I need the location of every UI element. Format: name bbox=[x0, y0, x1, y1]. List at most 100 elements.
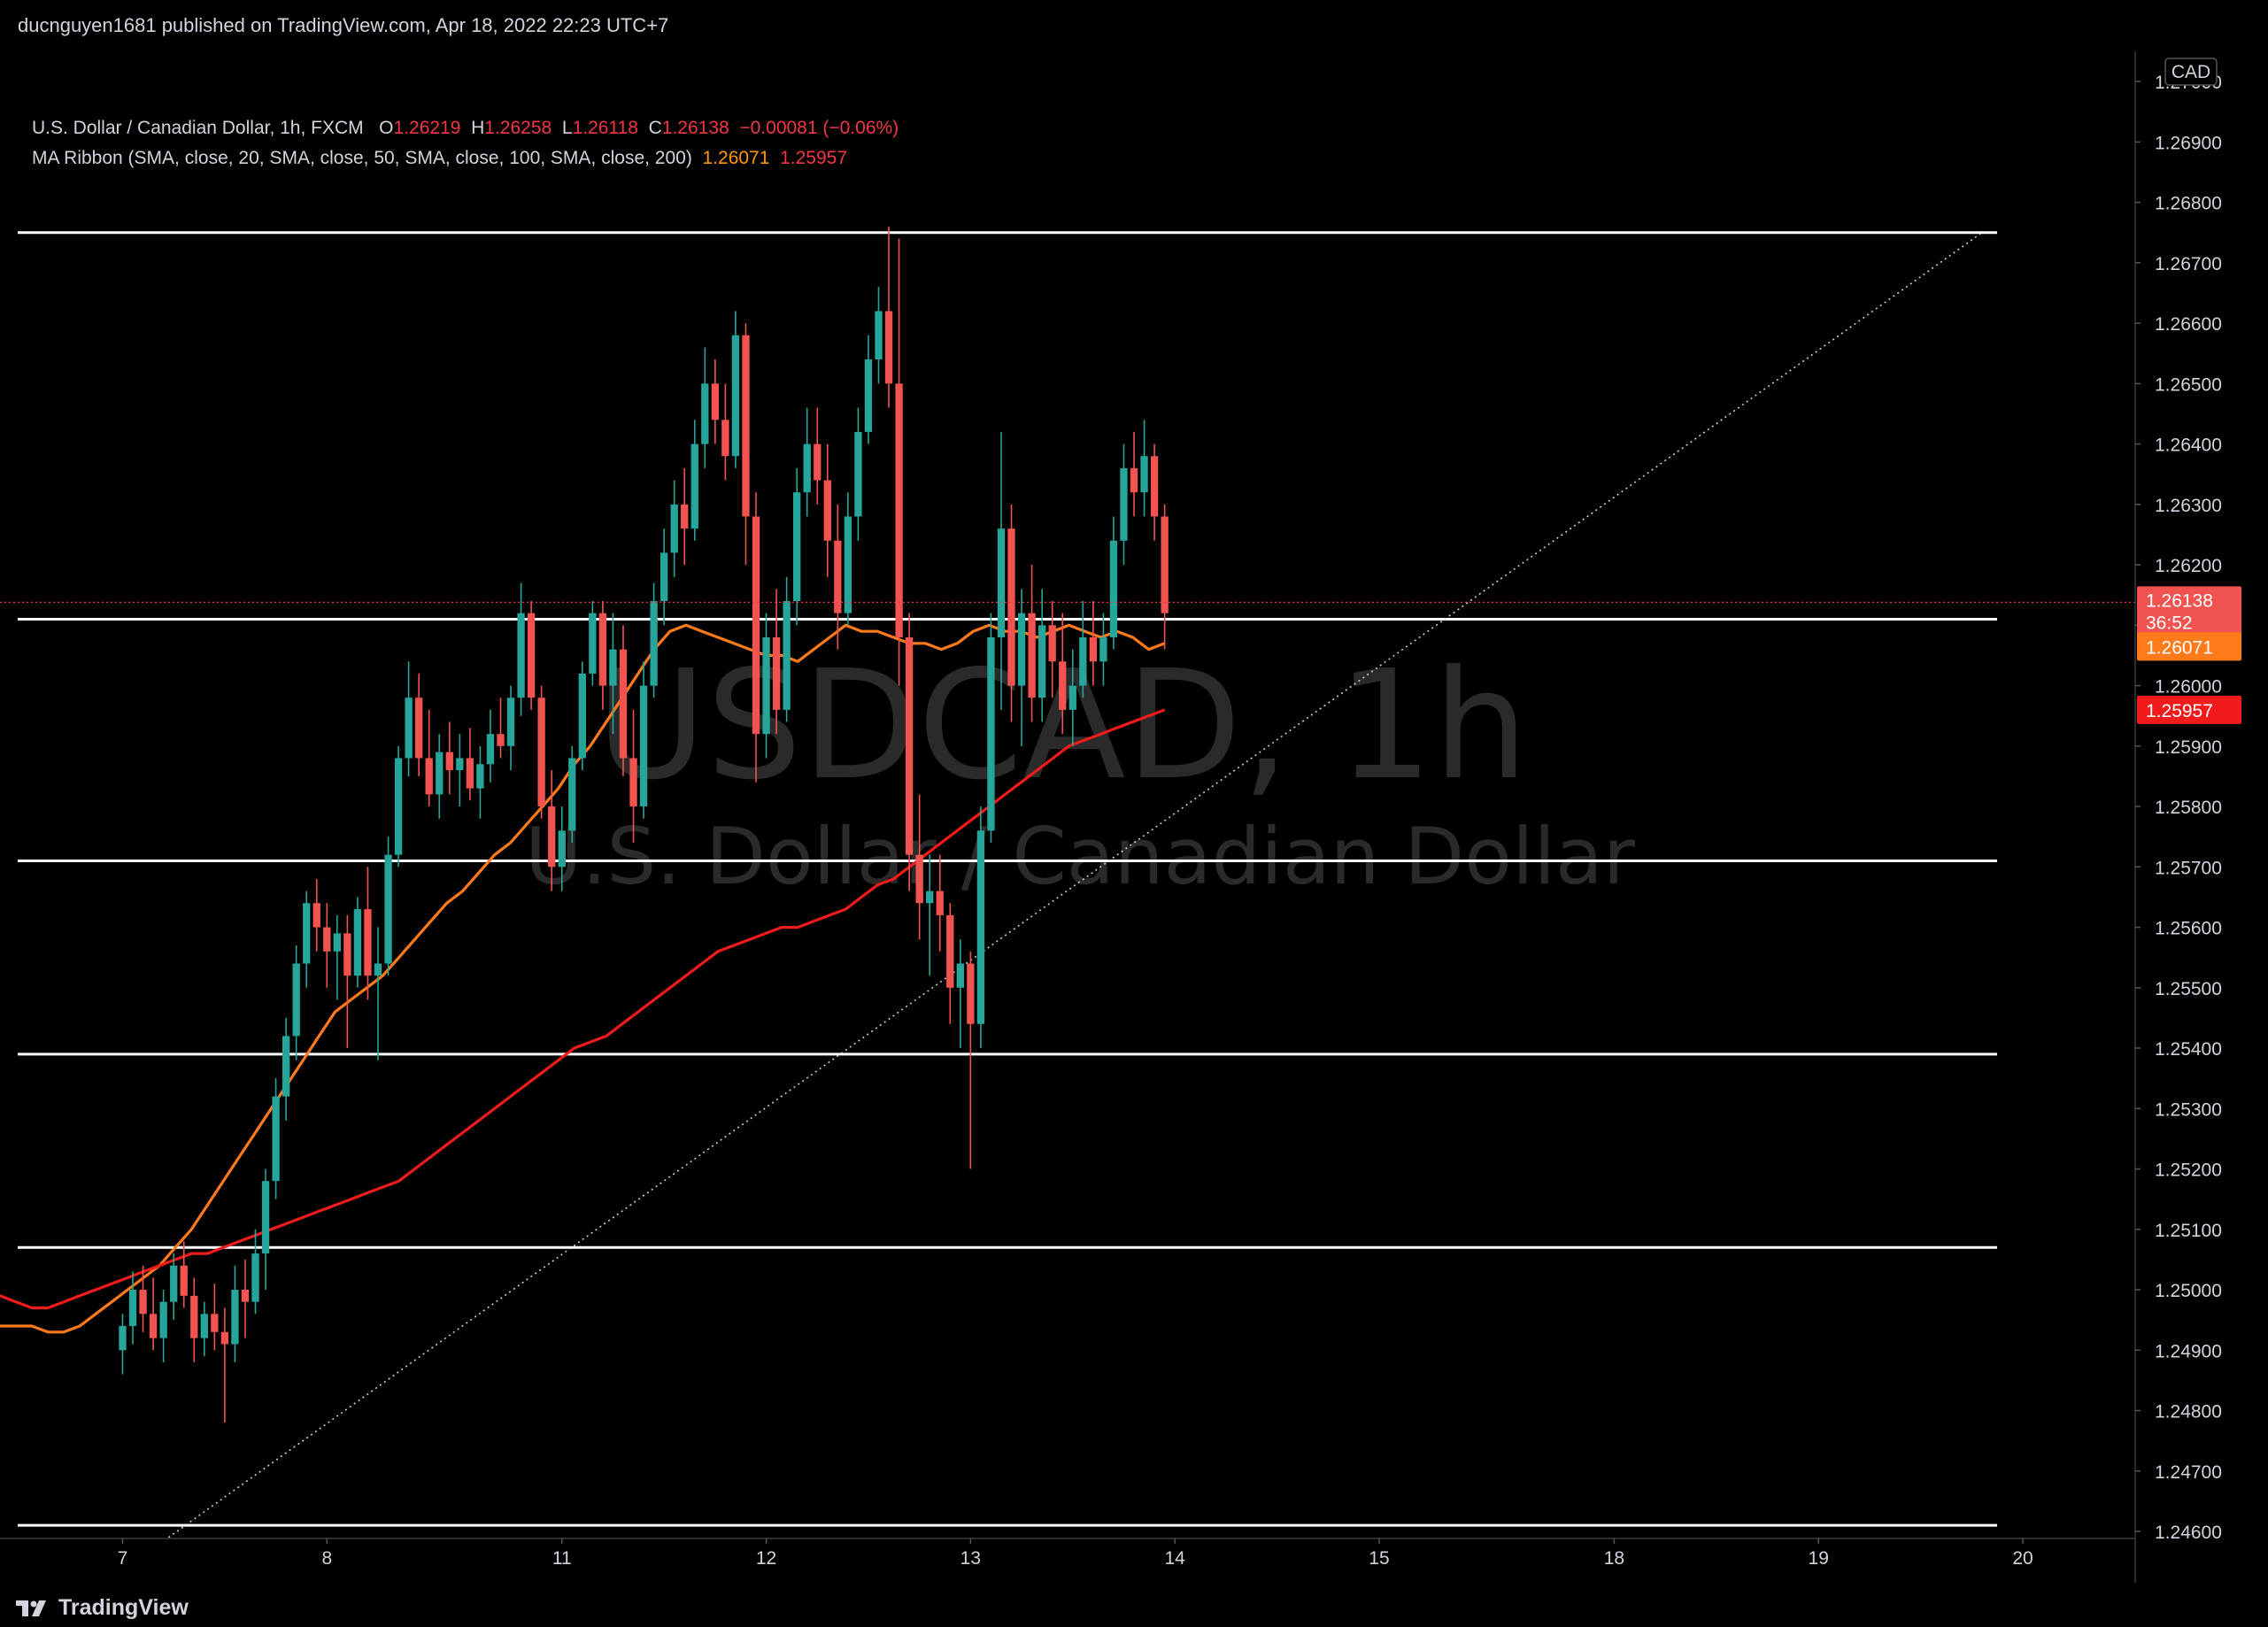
candle bbox=[967, 951, 975, 1169]
legend-close-value: 1.26138 bbox=[661, 118, 729, 138]
horizontal-levels[interactable] bbox=[18, 231, 1997, 1527]
candle-body bbox=[1150, 456, 1159, 517]
time-tick-label: 8 bbox=[321, 1548, 332, 1569]
candle-body bbox=[670, 504, 678, 553]
candle-body bbox=[119, 1325, 127, 1351]
candle bbox=[445, 721, 453, 795]
candle-body bbox=[721, 420, 729, 457]
candle bbox=[312, 878, 320, 952]
price-tick-label: 1.25600 bbox=[2155, 919, 2222, 939]
legend-symbol-row[interactable]: U.S. Dollar / Canadian Dollar, 1h, FXCM … bbox=[32, 113, 899, 143]
candle bbox=[405, 661, 413, 776]
ma-fast-value: 1.26071 bbox=[2146, 637, 2213, 658]
price-tick-label: 1.25000 bbox=[2155, 1281, 2222, 1301]
time-tick-label: 14 bbox=[1164, 1548, 1185, 1569]
candle bbox=[506, 685, 515, 771]
candle-body bbox=[261, 1181, 270, 1254]
candle-body bbox=[200, 1314, 208, 1338]
candle bbox=[436, 734, 444, 819]
price-tick-label: 1.25500 bbox=[2155, 979, 2222, 999]
candle bbox=[1161, 504, 1169, 650]
candle-body bbox=[333, 933, 341, 952]
price-tick-label: 1.24600 bbox=[2155, 1523, 2222, 1543]
price-tick-label: 1.26000 bbox=[2155, 677, 2222, 698]
candle bbox=[976, 806, 985, 1049]
axes[interactable]: 1.24600 1.24700 1.24800 1.24900 1.25000 1.251… bbox=[0, 51, 2222, 1583]
candle-body bbox=[180, 1265, 188, 1296]
candle-body bbox=[915, 854, 923, 904]
candle-body bbox=[752, 516, 760, 735]
candle-body bbox=[1038, 625, 1046, 698]
candle-body bbox=[762, 636, 770, 735]
candle-body bbox=[548, 806, 556, 867]
chart-background bbox=[0, 51, 2268, 1583]
candle-body bbox=[292, 963, 300, 1037]
candle-body bbox=[905, 636, 914, 855]
legend-indicator-row[interactable]: MA Ribbon (SMA, close, 20, SMA, close, 5… bbox=[32, 143, 899, 173]
publish-info: ducnguyen1681 published on TradingView.c… bbox=[18, 14, 669, 36]
candle-body bbox=[895, 383, 903, 637]
candle-body bbox=[466, 758, 474, 789]
candle-body bbox=[436, 752, 444, 795]
legend-low-value: 1.26118 bbox=[572, 118, 638, 138]
legend-open-value: 1.26219 bbox=[393, 118, 461, 138]
candle-body bbox=[1161, 516, 1169, 613]
candle-body bbox=[343, 933, 351, 976]
time-tick-label: 11 bbox=[552, 1548, 572, 1569]
candle bbox=[1099, 613, 1107, 686]
candle-body bbox=[956, 963, 964, 988]
candle bbox=[231, 1265, 239, 1362]
candle bbox=[517, 582, 525, 716]
candle-body bbox=[967, 963, 975, 1024]
candle-body bbox=[517, 613, 525, 698]
candle-body bbox=[1028, 613, 1036, 698]
candle-body bbox=[220, 1331, 229, 1345]
candle bbox=[721, 383, 729, 481]
candle bbox=[1120, 443, 1128, 566]
price-tick-label: 1.26300 bbox=[2155, 496, 2222, 516]
currency-box bbox=[2164, 58, 2218, 86]
currency-label[interactable]: CAD bbox=[2164, 58, 2218, 86]
candle-body bbox=[997, 528, 1006, 637]
candle-body bbox=[445, 752, 453, 771]
trendline-group[interactable] bbox=[167, 232, 1983, 1538]
tradingview-logo-icon bbox=[16, 1600, 46, 1616]
candle-body bbox=[231, 1290, 239, 1345]
candle bbox=[670, 480, 678, 577]
trendline[interactable] bbox=[167, 232, 1983, 1538]
candle bbox=[783, 576, 791, 722]
candle-body bbox=[405, 698, 413, 759]
candle bbox=[170, 1253, 178, 1321]
ma-fast-badge: 1.26071 bbox=[2137, 632, 2241, 661]
candle bbox=[558, 806, 566, 891]
candle bbox=[814, 407, 822, 505]
candle bbox=[292, 945, 300, 1060]
candle bbox=[793, 467, 801, 626]
candle-body bbox=[486, 734, 495, 765]
candle-body bbox=[875, 311, 883, 360]
candle bbox=[1017, 589, 1026, 746]
candle bbox=[690, 420, 698, 541]
time-tick-label: 7 bbox=[118, 1548, 128, 1569]
candle-body bbox=[772, 636, 781, 710]
price-tick-label: 1.26500 bbox=[2155, 374, 2222, 395]
candle bbox=[936, 854, 944, 952]
candle-body bbox=[1140, 456, 1148, 493]
candle-body bbox=[415, 698, 423, 759]
bar-countdown: 36:52 bbox=[2146, 613, 2193, 633]
price-tick-label: 1.26400 bbox=[2155, 436, 2222, 456]
candle bbox=[190, 1277, 198, 1362]
candle-body bbox=[476, 764, 484, 789]
price-tick-label: 1.26600 bbox=[2155, 314, 2222, 335]
chart-frame[interactable]: USDCAD, 1h U.S. Dollar / Canadian Dollar… bbox=[0, 51, 2268, 1583]
candle bbox=[333, 914, 341, 1000]
price-tick-label: 1.24900 bbox=[2155, 1341, 2222, 1361]
candle-body bbox=[1068, 685, 1076, 710]
time-tick-label: 19 bbox=[1809, 1548, 1829, 1569]
candle bbox=[415, 673, 423, 776]
tradingview-logo[interactable]: TradingView bbox=[16, 1595, 189, 1621]
price-tick-label: 1.25900 bbox=[2155, 737, 2222, 758]
chart-canvas[interactable]: USDCAD, 1h U.S. Dollar / Canadian Dollar… bbox=[0, 51, 2268, 1583]
candle bbox=[578, 661, 586, 771]
candle-body bbox=[1089, 636, 1098, 662]
